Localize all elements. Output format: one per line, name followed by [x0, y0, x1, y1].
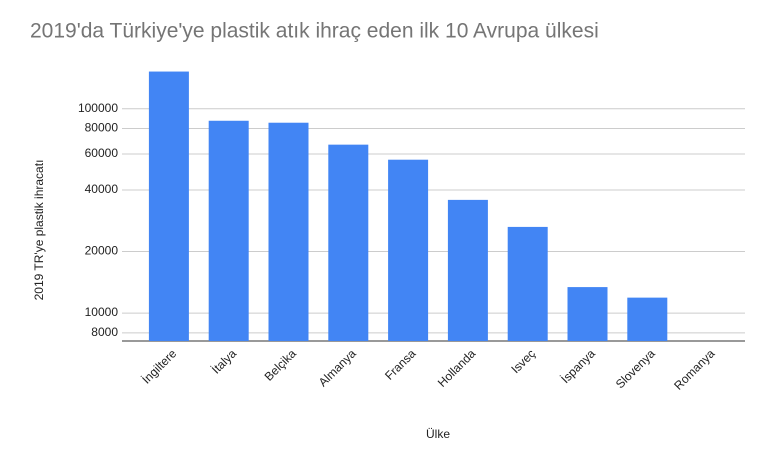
- x-tick-label: Fransa: [382, 346, 419, 383]
- y-tick-label: 10000: [85, 305, 119, 319]
- bar: [148, 71, 189, 342]
- y-tick-label: 20000: [85, 244, 119, 258]
- x-tick-label: Hollanda: [435, 346, 479, 390]
- x-tick-label: İtalya: [209, 346, 239, 376]
- x-tick-label: Isveç: [508, 346, 538, 376]
- x-tick-label: Belçika: [262, 346, 299, 383]
- bar: [208, 120, 249, 342]
- bar: [447, 199, 488, 341]
- x-axis-label: Ülke: [426, 427, 450, 441]
- bar: [268, 122, 309, 341]
- y-tick-label: 80000: [85, 121, 119, 135]
- bar: [328, 144, 369, 341]
- bar: [507, 226, 548, 341]
- y-tick-label: 8000: [91, 325, 118, 339]
- chart-title: 2019'da Türkiye'ye plastik atık ihraç ed…: [30, 20, 599, 43]
- bar: [567, 287, 608, 341]
- bar: [388, 159, 429, 341]
- x-tick-label: Romanya: [671, 346, 717, 392]
- y-tick-label: 100000: [78, 101, 118, 115]
- x-tick-label: İspanya: [558, 346, 598, 386]
- x-tick-label: İngiltere: [139, 346, 179, 386]
- x-tick-label: Almanya: [316, 346, 359, 389]
- y-tick-label: 40000: [85, 182, 119, 196]
- y-axis-label: 2019 TR'ye plastik ihracatı: [32, 160, 46, 301]
- y-tick-label: 60000: [85, 146, 119, 160]
- x-tick-label: Slovenya: [613, 346, 658, 391]
- bar: [627, 297, 668, 341]
